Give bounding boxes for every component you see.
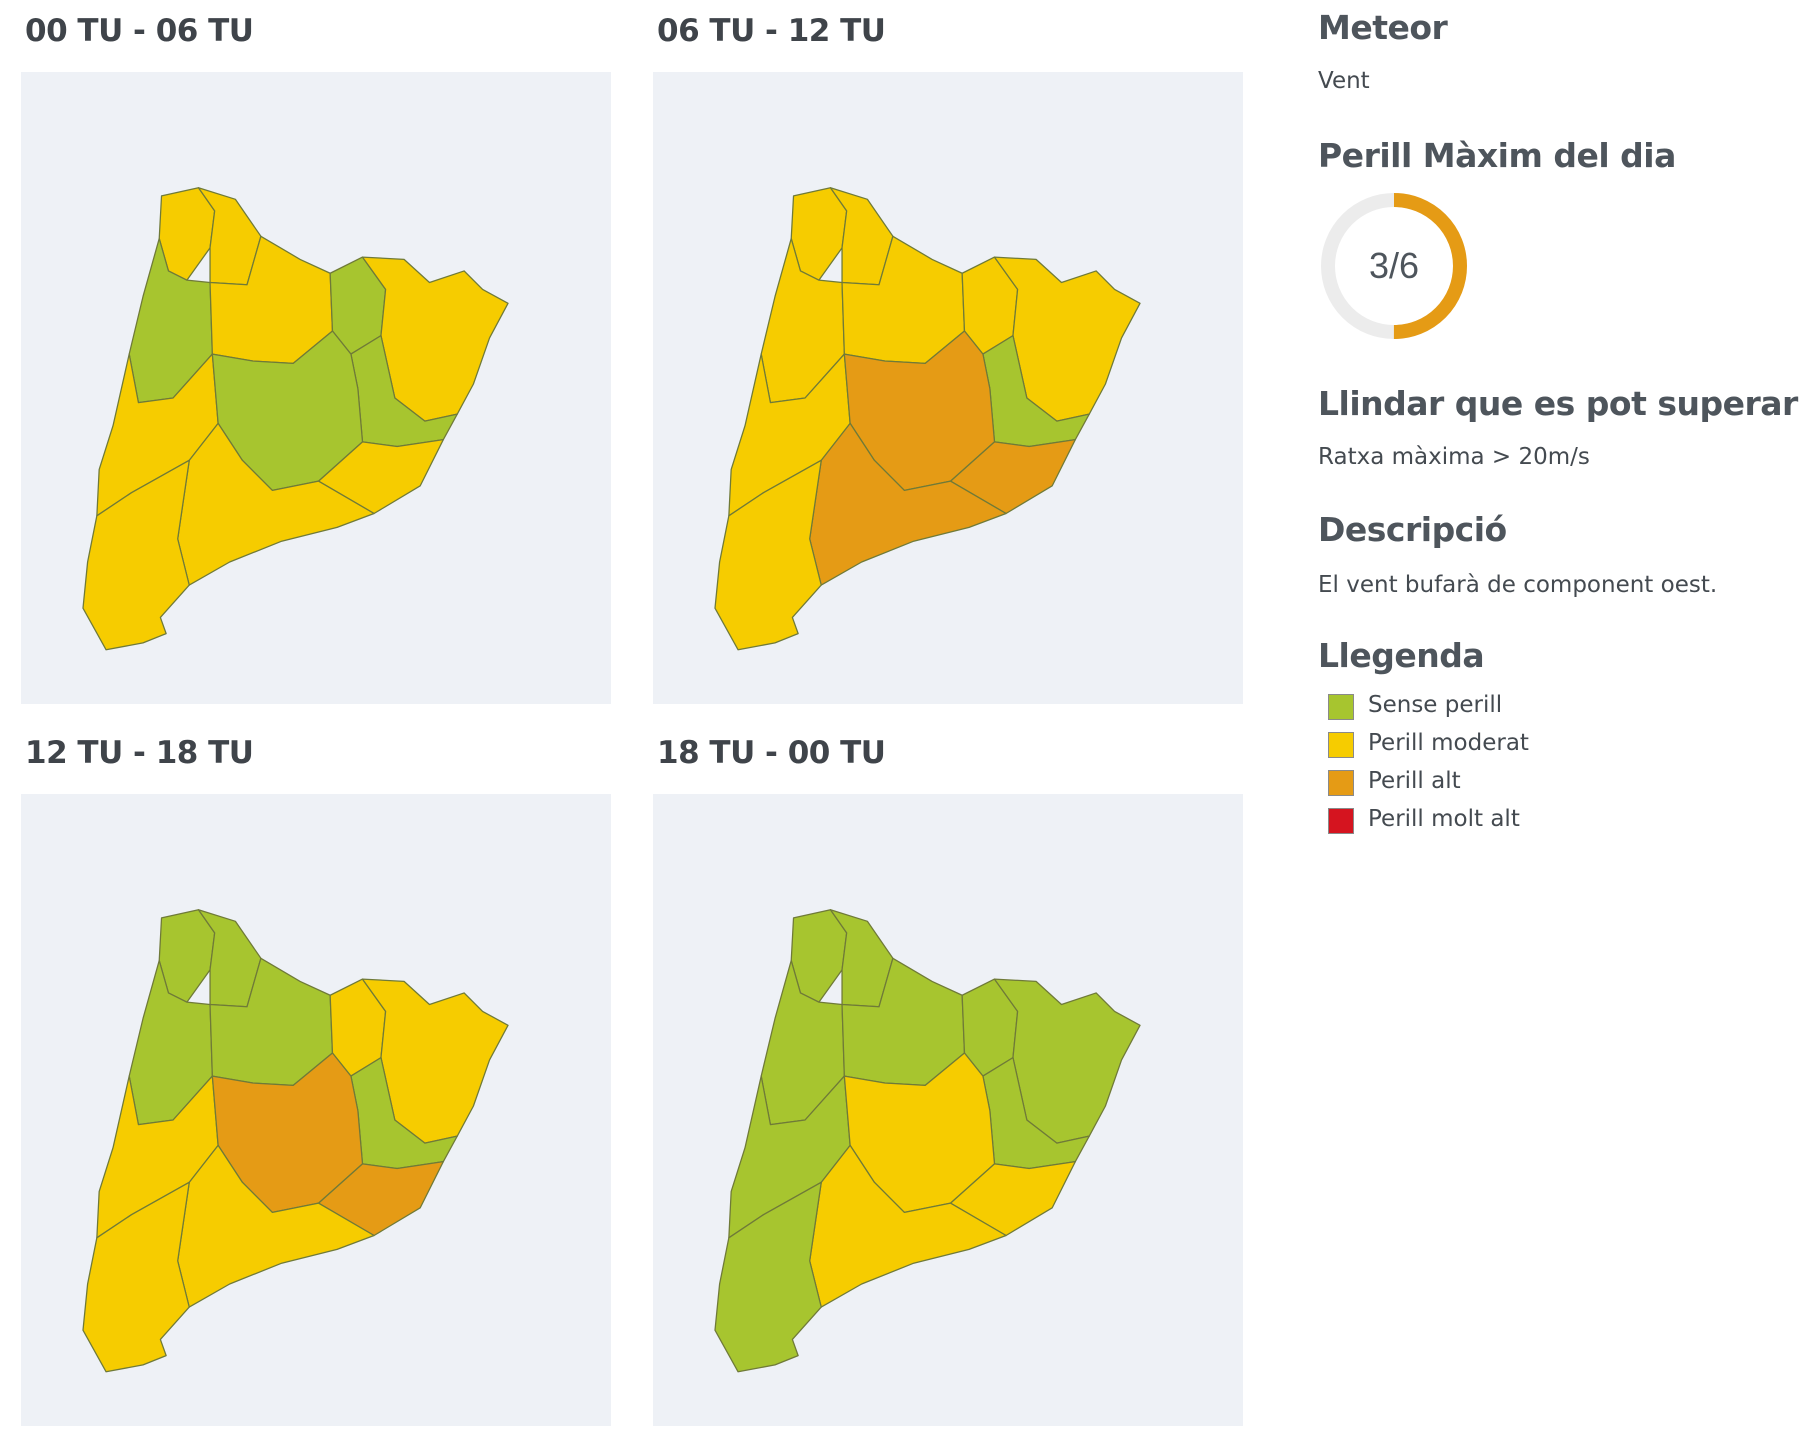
legend-label: Perill moderat: [1368, 730, 1529, 756]
meteor-value: Vent: [1318, 68, 1370, 94]
swatch-moderate: [1328, 732, 1354, 758]
threshold-value: Ratxa màxima > 20m/s: [1318, 444, 1590, 470]
zone-ebre[interactable]: [82, 1181, 190, 1373]
catalonia-regions: [714, 909, 1141, 1373]
description-heading: Descripció: [1318, 510, 1507, 549]
zone-ebre[interactable]: [82, 459, 190, 651]
swatch-high: [1328, 770, 1354, 796]
gauge-arc: [1321, 193, 1467, 339]
zone-ebre[interactable]: [714, 459, 822, 651]
legend-heading: Llegenda: [1318, 636, 1485, 675]
map-catalonia[interactable]: [653, 794, 1243, 1426]
map-catalonia[interactable]: [653, 72, 1243, 704]
legend-label: Sense perill: [1368, 692, 1503, 718]
catalonia-regions: [82, 909, 509, 1373]
map-title: 18 TU - 00 TU: [657, 735, 886, 771]
map-catalonia[interactable]: [21, 794, 611, 1426]
catalonia-regions: [82, 187, 509, 651]
meteor-heading: Meteor: [1318, 8, 1448, 47]
map-title: 06 TU - 12 TU: [657, 13, 886, 49]
max-danger-heading: Perill Màxim del dia: [1318, 136, 1676, 175]
map-title: 00 TU - 06 TU: [25, 13, 254, 49]
catalonia-regions: [714, 187, 1141, 651]
swatch-none: [1328, 694, 1354, 720]
legend-label: Perill molt alt: [1368, 806, 1520, 832]
map-title: 12 TU - 18 TU: [25, 735, 254, 771]
threshold-heading: Llindar que es pot superar: [1318, 384, 1798, 423]
map-catalonia[interactable]: [21, 72, 611, 704]
description-value: El vent bufarà de component oest.: [1318, 572, 1718, 598]
swatch-very-high: [1328, 808, 1354, 834]
zone-ebre[interactable]: [714, 1181, 822, 1373]
gauge-label: 3/6: [1369, 245, 1419, 286]
legend-label: Perill alt: [1368, 768, 1461, 794]
danger-gauge: 3/6: [1318, 190, 1470, 342]
